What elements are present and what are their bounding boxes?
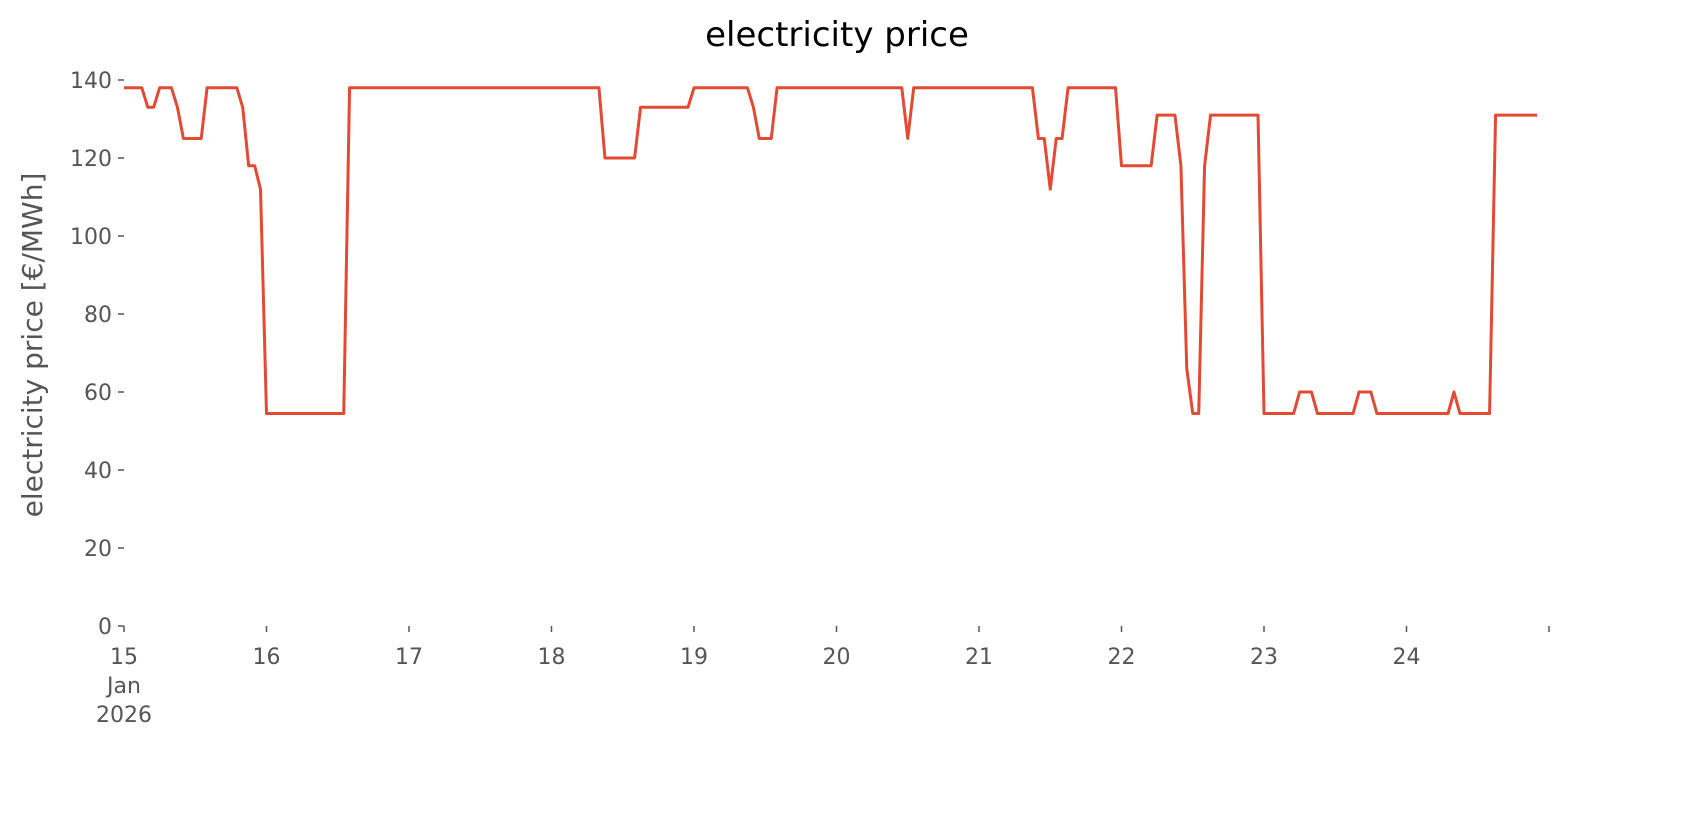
x-tick-label: 17 <box>395 645 423 670</box>
y-tick-label: 40 <box>84 459 112 484</box>
x-tick-label: 21 <box>965 645 993 670</box>
y-tick-label: 140 <box>70 69 112 94</box>
x-tick-label: 19 <box>680 645 708 670</box>
y-tick-label: 20 <box>84 537 112 562</box>
y-tick-label: 100 <box>70 225 112 250</box>
x-tick-label: 22 <box>1108 645 1136 670</box>
x-tick-label: 23 <box>1250 645 1278 670</box>
y-tick-label: 60 <box>84 381 112 406</box>
price-line <box>124 86 1538 415</box>
x-tick-label: 20 <box>823 645 851 670</box>
y-axis-label: electricity price [€/MWh] <box>16 173 49 518</box>
x-tick-label: 18 <box>538 645 566 670</box>
x-tick-label: 24 <box>1393 645 1421 670</box>
y-tick-label: 120 <box>70 147 112 172</box>
x-tick-label: 16 <box>253 645 281 670</box>
x-tick-label: 15 Jan 2026 <box>96 645 152 728</box>
y-tick-label: 80 <box>84 303 112 328</box>
y-tick-label: 0 <box>98 615 112 640</box>
chart-title: electricity price <box>705 15 969 55</box>
